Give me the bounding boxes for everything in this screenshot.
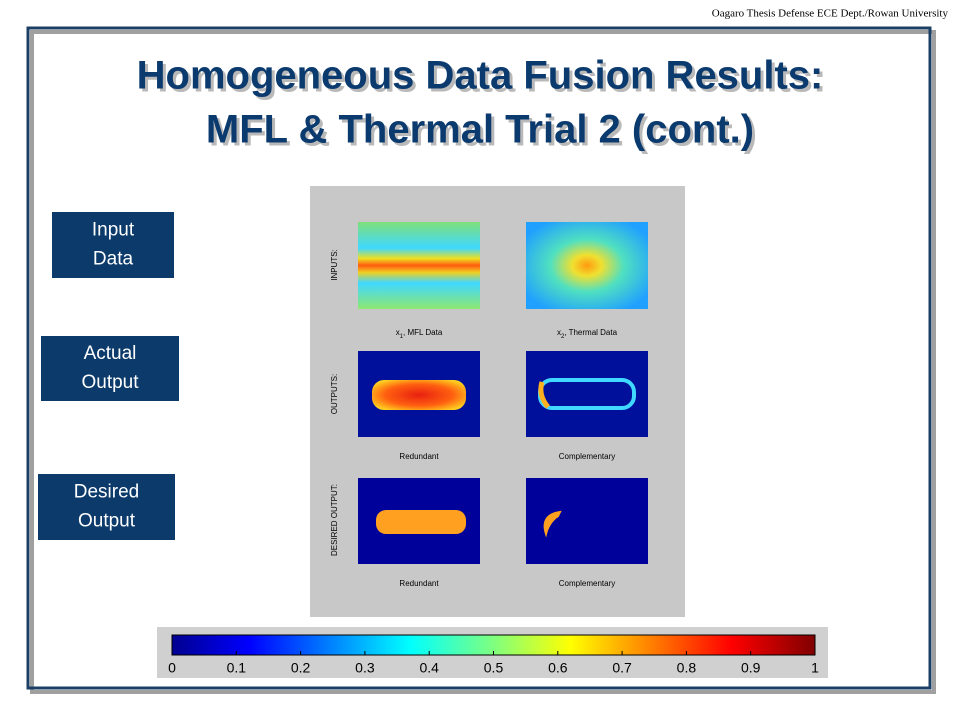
title-line: Homogeneous Data Fusion Results:: [137, 54, 824, 98]
caption: x1, MFL Data: [396, 328, 443, 339]
row-label: DESIRED OUTPUT:: [330, 484, 339, 556]
caption-text: , Thermal Data: [564, 328, 617, 337]
label-text: Output: [78, 511, 136, 532]
caption: Complementary: [559, 579, 615, 588]
colorbar-tick-label: 0: [168, 660, 176, 676]
colorbar-tick-label: 0.5: [484, 660, 504, 676]
row-label: OUTPUTS:: [330, 374, 339, 414]
title-shadow: Homogeneous Data Fusion Results:: [140, 57, 827, 101]
row-label: INPUTS:: [330, 249, 339, 281]
colorbar-tick-label: 0.3: [355, 660, 375, 676]
colorbar-tick-label: 0.2: [291, 660, 311, 676]
frame-shadow: [30, 30, 936, 694]
label-text: Data: [93, 249, 134, 270]
caption-text: , MFL Data: [403, 328, 443, 337]
colorbar-tick-label: 1: [811, 660, 819, 676]
label-text: Input: [92, 220, 135, 241]
heatmap-blob: [543, 510, 562, 538]
frame: [26, 26, 932, 690]
heatmap-blob: [372, 380, 466, 410]
colorbar-tick-label: 0.7: [612, 660, 632, 676]
heatmap: [526, 222, 648, 309]
header-credit: Oagaro Thesis Defense ECE Dept./Rowan Un…: [712, 8, 949, 20]
heatmap-blob: [538, 381, 550, 409]
heatmap-blob: [376, 510, 466, 534]
colorbar-tick-label: 0.4: [419, 660, 439, 676]
colorbar-tick-label: 0.8: [677, 660, 697, 676]
caption-var: x: [557, 328, 561, 337]
label-box: [41, 336, 179, 401]
caption-sub: 1: [400, 334, 404, 340]
caption: Redundant: [399, 452, 439, 461]
caption: Redundant: [399, 579, 439, 588]
caption-sub: 2: [561, 334, 565, 340]
heatmap: [358, 222, 480, 309]
heatmap: [526, 478, 648, 564]
label-text: Output: [81, 372, 139, 393]
heatmap: [526, 351, 648, 437]
title-line: MFL & Thermal Trial 2 (cont.): [206, 108, 754, 152]
colorbar-tick-label: 0.9: [741, 660, 761, 676]
caption: Complementary: [559, 452, 615, 461]
label-box: [52, 212, 174, 278]
label-text: Desired: [74, 482, 139, 503]
caption: x2, Thermal Data: [557, 328, 618, 339]
title-shadow: MFL & Thermal Trial 2 (cont.): [209, 111, 757, 155]
caption-var: x: [396, 328, 400, 337]
label-text: Actual: [84, 343, 137, 364]
colorbar-tick-label: 0.6: [548, 660, 568, 676]
colorbar-tick-label: 0.1: [227, 660, 247, 676]
label-box: [38, 474, 175, 540]
